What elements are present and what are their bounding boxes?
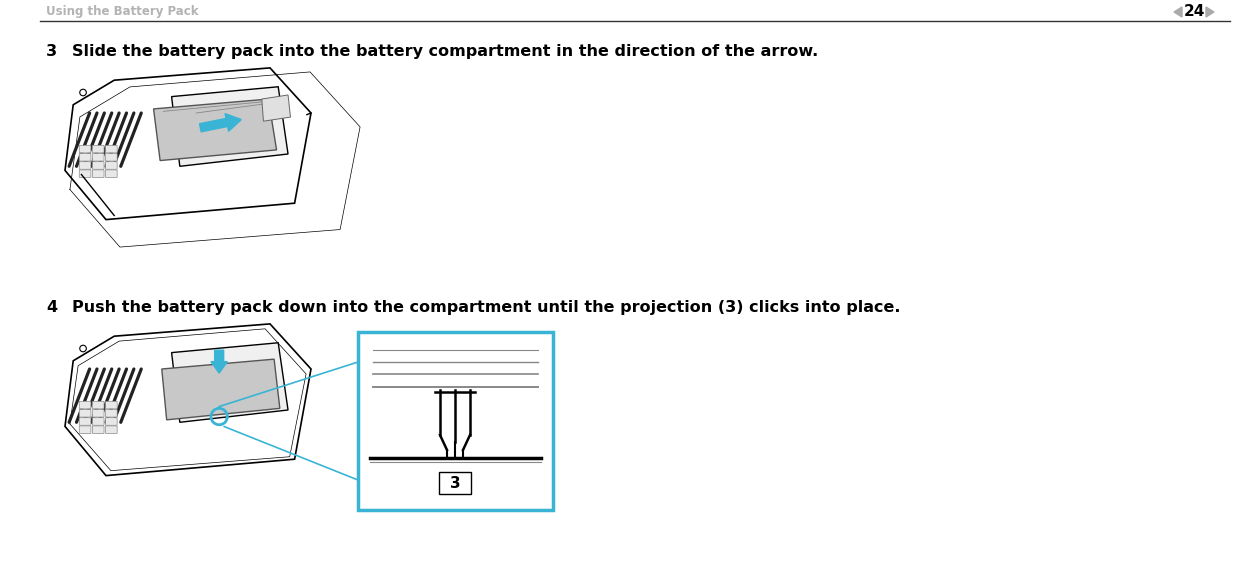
FancyBboxPatch shape bbox=[79, 154, 91, 161]
Polygon shape bbox=[64, 68, 311, 220]
FancyBboxPatch shape bbox=[79, 170, 91, 177]
Circle shape bbox=[79, 345, 87, 352]
FancyArrow shape bbox=[211, 350, 227, 373]
Polygon shape bbox=[1174, 7, 1182, 17]
Text: 3: 3 bbox=[46, 44, 57, 59]
FancyBboxPatch shape bbox=[105, 418, 117, 425]
FancyBboxPatch shape bbox=[79, 418, 91, 425]
FancyBboxPatch shape bbox=[79, 409, 91, 417]
Polygon shape bbox=[262, 95, 290, 121]
Text: Push the battery pack down into the compartment until the projection (3) clicks : Push the battery pack down into the comp… bbox=[72, 300, 900, 315]
FancyBboxPatch shape bbox=[93, 401, 104, 409]
FancyBboxPatch shape bbox=[79, 146, 91, 153]
FancyBboxPatch shape bbox=[105, 409, 117, 417]
FancyBboxPatch shape bbox=[79, 426, 91, 433]
FancyBboxPatch shape bbox=[105, 426, 117, 433]
Circle shape bbox=[79, 89, 87, 96]
FancyBboxPatch shape bbox=[439, 472, 471, 494]
Polygon shape bbox=[64, 324, 311, 476]
FancyBboxPatch shape bbox=[105, 146, 117, 153]
FancyBboxPatch shape bbox=[93, 154, 104, 161]
FancyBboxPatch shape bbox=[105, 170, 117, 177]
FancyBboxPatch shape bbox=[358, 332, 553, 510]
Polygon shape bbox=[171, 343, 288, 422]
Text: Slide the battery pack into the battery compartment in the direction of the arro: Slide the battery pack into the battery … bbox=[72, 44, 818, 59]
FancyBboxPatch shape bbox=[79, 401, 91, 409]
Text: 24: 24 bbox=[1183, 5, 1205, 20]
Polygon shape bbox=[161, 359, 280, 420]
FancyArrow shape bbox=[200, 114, 242, 132]
FancyBboxPatch shape bbox=[105, 154, 117, 161]
Text: 3: 3 bbox=[450, 476, 460, 491]
Polygon shape bbox=[1207, 7, 1214, 17]
FancyBboxPatch shape bbox=[93, 146, 104, 153]
FancyBboxPatch shape bbox=[93, 418, 104, 425]
FancyBboxPatch shape bbox=[79, 162, 91, 169]
FancyBboxPatch shape bbox=[93, 170, 104, 177]
Text: 4: 4 bbox=[46, 300, 57, 315]
Polygon shape bbox=[171, 87, 288, 166]
FancyBboxPatch shape bbox=[105, 162, 117, 169]
FancyBboxPatch shape bbox=[93, 162, 104, 169]
FancyBboxPatch shape bbox=[93, 426, 104, 433]
Polygon shape bbox=[154, 99, 277, 161]
FancyBboxPatch shape bbox=[105, 401, 117, 409]
Text: Using the Battery Pack: Using the Battery Pack bbox=[46, 5, 198, 19]
FancyBboxPatch shape bbox=[93, 409, 104, 417]
